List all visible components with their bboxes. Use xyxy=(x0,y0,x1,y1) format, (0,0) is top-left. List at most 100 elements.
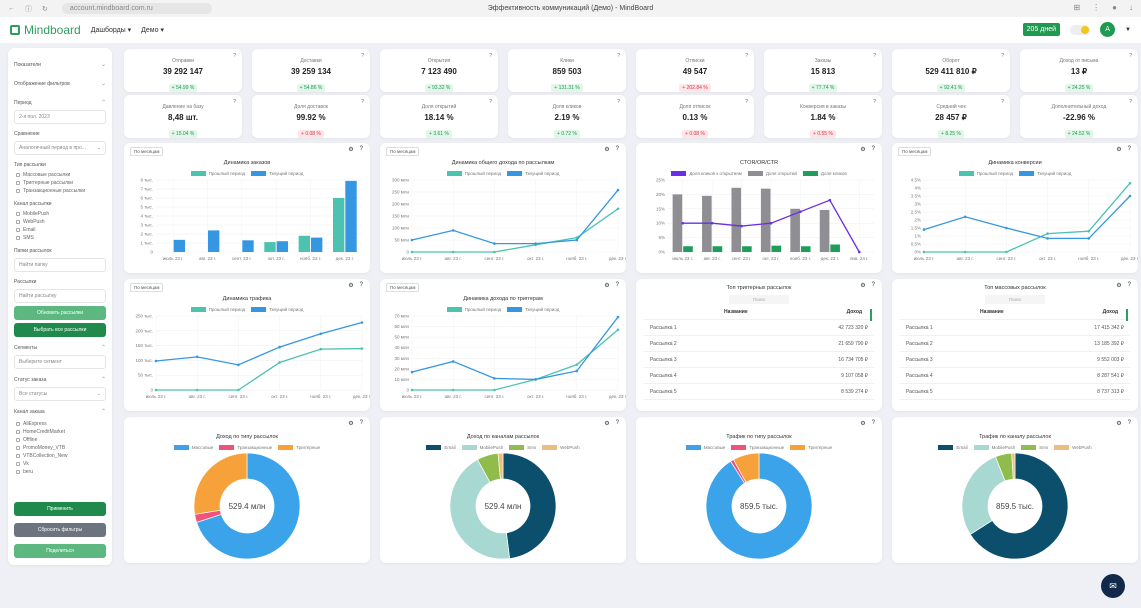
data-point[interactable] xyxy=(922,228,926,232)
help-icon[interactable]: ? xyxy=(617,99,620,105)
column-header[interactable]: Название xyxy=(980,308,1004,315)
refresh-mailings-button[interactable]: Обновить рассылки xyxy=(14,306,106,320)
settings-icon[interactable]: ⚙ xyxy=(604,147,610,153)
order-channel-checkbox[interactable]: Offline xyxy=(16,437,106,443)
bar[interactable] xyxy=(311,237,323,253)
days-badge[interactable]: 205 дней xyxy=(1022,23,1061,36)
order-channel-checkbox[interactable]: beru xyxy=(16,469,106,475)
data-point[interactable] xyxy=(681,222,685,225)
help-icon[interactable]: ? xyxy=(615,420,619,426)
data-point[interactable] xyxy=(493,389,496,392)
type-checkbox[interactable]: Транзакционные рассылки xyxy=(16,188,106,194)
data-point[interactable] xyxy=(1046,237,1049,241)
data-point[interactable] xyxy=(710,222,714,225)
legend-item[interactable]: Транзакционные xyxy=(219,445,272,451)
table-row[interactable]: Рассылка 4 8 287 541 ₽ xyxy=(900,368,1130,384)
checkbox[interactable] xyxy=(16,422,20,426)
download-icon[interactable]: ↓ xyxy=(1129,3,1133,12)
table-row[interactable]: Рассылка 2 13 185 392 ₽ xyxy=(900,336,1130,352)
help-icon[interactable]: ? xyxy=(1127,146,1131,152)
data-point[interactable] xyxy=(451,251,455,254)
section-order-channel[interactable]: Канал заказа ⌃ xyxy=(14,408,106,416)
help-icon[interactable]: ? xyxy=(1001,99,1004,105)
channel-checkbox[interactable]: Email xyxy=(16,227,106,233)
period-select[interactable]: По месяцам xyxy=(386,147,420,156)
menu-demo[interactable]: Демо ▾ xyxy=(141,27,164,34)
reset-filters-button[interactable]: Сбросить фильтры xyxy=(14,523,106,537)
section-period[interactable]: Период ⌃ xyxy=(14,99,106,107)
data-point[interactable] xyxy=(493,377,496,380)
period-select[interactable]: По месяцам xyxy=(130,283,164,292)
data-point[interactable] xyxy=(493,242,496,246)
order-channel-checkbox[interactable]: VTBCollection_New xyxy=(16,453,106,459)
channel-checkbox[interactable]: SMS xyxy=(16,235,106,241)
legend-item[interactable]: Массовые xyxy=(173,445,213,451)
help-icon[interactable]: ? xyxy=(489,99,492,105)
bar[interactable] xyxy=(830,244,840,253)
data-point[interactable] xyxy=(1087,237,1091,241)
bookmark-icon[interactable]: ⊞ xyxy=(1073,3,1081,12)
legend-item[interactable]: Доля открытий xyxy=(747,171,797,177)
data-point[interactable] xyxy=(922,251,926,254)
extension-icon[interactable]: ● xyxy=(1112,3,1117,12)
channel-checkbox[interactable]: WebPush xyxy=(16,219,106,225)
data-point[interactable] xyxy=(319,348,323,351)
help-icon[interactable]: ? xyxy=(233,53,236,59)
table-search-input[interactable]: Поиск xyxy=(729,295,789,304)
data-point[interactable] xyxy=(360,321,364,325)
legend-item[interactable]: Прошлый период xyxy=(190,171,245,177)
data-point[interactable] xyxy=(451,229,455,233)
legend-item[interactable]: MobilePush xyxy=(461,445,503,451)
data-point[interactable] xyxy=(575,363,579,367)
legend-item[interactable]: Текущий период xyxy=(251,307,303,313)
data-point[interactable] xyxy=(616,316,620,319)
data-point[interactable] xyxy=(360,347,364,351)
data-point[interactable] xyxy=(534,242,537,246)
checkbox[interactable] xyxy=(16,438,20,442)
settings-icon[interactable]: ⚙ xyxy=(860,283,866,289)
segment-input[interactable]: Выберите сегмент xyxy=(14,355,106,369)
legend-item[interactable]: Sms xyxy=(1021,445,1048,451)
help-icon[interactable]: ? xyxy=(361,53,364,59)
data-point[interactable] xyxy=(1005,251,1008,254)
period-select[interactable]: По месяцам xyxy=(898,147,932,156)
table-row[interactable]: Рассылка 2 21 659 790 ₽ xyxy=(644,336,874,352)
help-icon[interactable]: ? xyxy=(1129,53,1132,59)
period-select[interactable]: По месяцам xyxy=(386,283,420,292)
data-point[interactable] xyxy=(616,189,620,192)
legend-item[interactable]: WebPush xyxy=(542,445,580,451)
legend-item[interactable]: Доля кликов к открытиям xyxy=(671,171,742,177)
bar[interactable] xyxy=(208,230,220,253)
section-order-status[interactable]: Статус заказа ⌃ xyxy=(14,376,106,384)
legend-item[interactable]: Доля кликов xyxy=(802,171,847,177)
help-icon[interactable]: ? xyxy=(871,282,875,288)
checkbox[interactable] xyxy=(16,430,20,434)
chevron-down-icon[interactable]: ▼ xyxy=(1125,26,1131,33)
bar[interactable] xyxy=(298,236,310,253)
settings-icon[interactable]: ⚙ xyxy=(604,421,610,427)
section-indicators[interactable]: Показатели ⌄ xyxy=(14,61,106,69)
settings-icon[interactable]: ⚙ xyxy=(860,147,866,153)
legend-item[interactable]: Транзакционные xyxy=(731,445,784,451)
theme-toggle[interactable] xyxy=(1070,24,1091,35)
bar[interactable] xyxy=(173,240,186,253)
data-point[interactable] xyxy=(493,251,496,254)
data-point[interactable] xyxy=(828,199,832,202)
donut-slice[interactable] xyxy=(502,452,557,560)
settings-icon[interactable]: ⚙ xyxy=(348,147,354,153)
bar[interactable] xyxy=(800,246,811,253)
data-point[interactable] xyxy=(575,239,579,242)
help-icon[interactable]: ? xyxy=(233,99,236,105)
logo[interactable]: Mindboard xyxy=(10,23,81,37)
checkbox[interactable] xyxy=(16,181,20,185)
help-icon[interactable]: ? xyxy=(1127,420,1131,426)
help-icon[interactable]: ? xyxy=(615,282,619,288)
data-point[interactable] xyxy=(1005,227,1008,230)
donut-slice[interactable] xyxy=(497,452,504,480)
data-point[interactable] xyxy=(410,251,414,254)
column-header[interactable]: Доход xyxy=(846,308,862,315)
data-point[interactable] xyxy=(319,332,323,336)
apply-button[interactable]: Применить xyxy=(14,502,106,516)
data-point[interactable] xyxy=(410,389,414,392)
period-select[interactable]: По месяцам xyxy=(130,147,164,156)
